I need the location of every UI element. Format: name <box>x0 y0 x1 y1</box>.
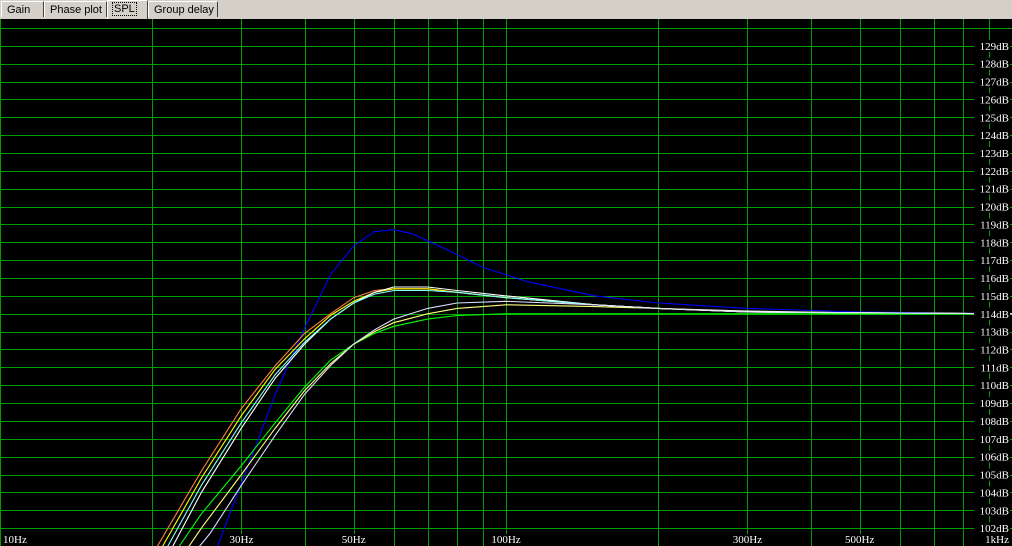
x-tick-label: 50Hz <box>342 534 366 546</box>
tab-gain-label: Gain <box>7 4 31 16</box>
y-tick-label-bg <box>974 504 1010 517</box>
y-tick-label: 122dB <box>980 166 1009 178</box>
tab-spl[interactable]: SPL <box>107 0 148 19</box>
y-tick-label-bg <box>974 361 1010 374</box>
y-tick-label: 124dB <box>980 130 1009 142</box>
y-tick-label-bg <box>974 236 1010 249</box>
x-tick-label-bg <box>490 534 522 546</box>
y-tick-label-bg <box>974 379 1010 392</box>
y-tick-label-bg <box>974 218 1010 231</box>
spl-curve-1 <box>217 229 1012 546</box>
y-tick-label-bg <box>974 325 1010 338</box>
tab-phase-plot[interactable]: Phase plot <box>44 1 107 17</box>
spl-curve-6 <box>178 313 1012 546</box>
y-tick-label-bg <box>974 129 1010 142</box>
y-tick-label: 114dB <box>980 309 1009 321</box>
y-tick-label-bg <box>974 486 1010 499</box>
y-tick-label: 104dB <box>980 487 1009 499</box>
y-tick-label-bg <box>974 111 1010 124</box>
y-tick-label: 119dB <box>980 219 1009 231</box>
y-tick-label: 120dB <box>980 202 1009 214</box>
x-tick-label: 100Hz <box>491 534 520 546</box>
x-tick-label-bg <box>984 534 1011 546</box>
y-tick-label: 102dB <box>980 523 1009 535</box>
y-tick-label-bg <box>974 522 1010 535</box>
y-tick-label: 105dB <box>980 470 1009 482</box>
y-tick-label: 108dB <box>980 416 1009 428</box>
tab-group-delay-label: Group delay <box>154 4 214 16</box>
tab-phase-plot-label: Phase plot <box>50 4 102 16</box>
y-tick-label: 107dB <box>980 434 1009 446</box>
y-tick-label: 116dB <box>980 273 1009 285</box>
y-tick-label-bg <box>974 39 1010 52</box>
y-tick-label-bg <box>974 200 1010 213</box>
y-tick-label: 109dB <box>980 398 1009 410</box>
grid <box>0 19 1012 546</box>
tab-bar: Gain Phase plot SPL Group delay <box>0 0 1012 20</box>
x-tick-label-bg <box>2 534 28 546</box>
y-tick-label-bg <box>974 468 1010 481</box>
x-tick-label: 300Hz <box>733 534 762 546</box>
y-tick-label: 128dB <box>980 59 1009 71</box>
y-tick-label: 123dB <box>980 148 1009 160</box>
y-tick-label-bg <box>974 146 1010 159</box>
tab-spl-label: SPL <box>112 2 137 16</box>
y-tick-label-bg <box>974 307 1010 320</box>
spl-curve-7 <box>188 304 1012 546</box>
x-tick-label: 500Hz <box>845 534 874 546</box>
y-tick-label-bg <box>974 57 1010 70</box>
y-tick-label: 115dB <box>980 291 1009 303</box>
y-tick-label-bg <box>974 432 1010 445</box>
x-tick-label-bg <box>340 534 367 546</box>
y-tick-label-bg <box>974 182 1010 195</box>
tab-group-delay[interactable]: Group delay <box>148 1 218 17</box>
y-tick-label: 127dB <box>980 77 1009 89</box>
y-tick-label-bg <box>974 289 1010 302</box>
y-tick-label: 125dB <box>980 112 1009 124</box>
y-tick-label: 111dB <box>980 362 1009 374</box>
y-tick-label: 118dB <box>980 237 1009 249</box>
y-tick-label-bg <box>974 254 1010 267</box>
y-tick-label-bg <box>974 414 1010 427</box>
y-tick-label-bg <box>974 164 1010 177</box>
y-tick-label-bg <box>974 343 1010 356</box>
y-tick-label: 110dB <box>980 380 1009 392</box>
x-axis-labels: 10Hz 30Hz 50Hz 100Hz 300Hz 500Hz 1kHz <box>2 534 1011 546</box>
y-tick-label: 121dB <box>980 184 1009 196</box>
y-tick-label-bg <box>974 397 1010 410</box>
y-tick-label: 113dB <box>980 327 1009 339</box>
tab-gain[interactable]: Gain <box>1 1 44 17</box>
y-tick-label-bg <box>974 450 1010 463</box>
y-tick-label: 103dB <box>980 505 1009 517</box>
y-tick-label-bg <box>974 272 1010 285</box>
x-tick-label-bg <box>228 534 255 546</box>
y-tick-label: 117dB <box>980 255 1009 267</box>
x-tick-label: 10Hz <box>3 534 27 546</box>
y-tick-label-bg <box>974 75 1010 88</box>
y-tick-label: 112dB <box>980 344 1009 356</box>
x-tick-label-bg <box>844 534 876 546</box>
x-tick-label: 1kHz <box>985 534 1009 546</box>
y-tick-label: 129dB <box>980 41 1009 53</box>
spl-curve-8 <box>199 300 1012 546</box>
y-tick-label: 106dB <box>980 452 1009 464</box>
y-tick-label: 126dB <box>980 94 1009 106</box>
spl-chart: 102dB 103dB 104dB 105dB 106dB 107dB 108dB 109dB… <box>0 19 1012 546</box>
x-tick-label: 30Hz <box>230 534 254 546</box>
x-tick-label-bg <box>731 534 764 546</box>
curves <box>156 229 1012 546</box>
y-axis-labels: 102dB 103dB 104dB 105dB 106dB 107dB 108dB 109dB… <box>974 39 1010 535</box>
y-tick-label-bg <box>974 93 1010 106</box>
